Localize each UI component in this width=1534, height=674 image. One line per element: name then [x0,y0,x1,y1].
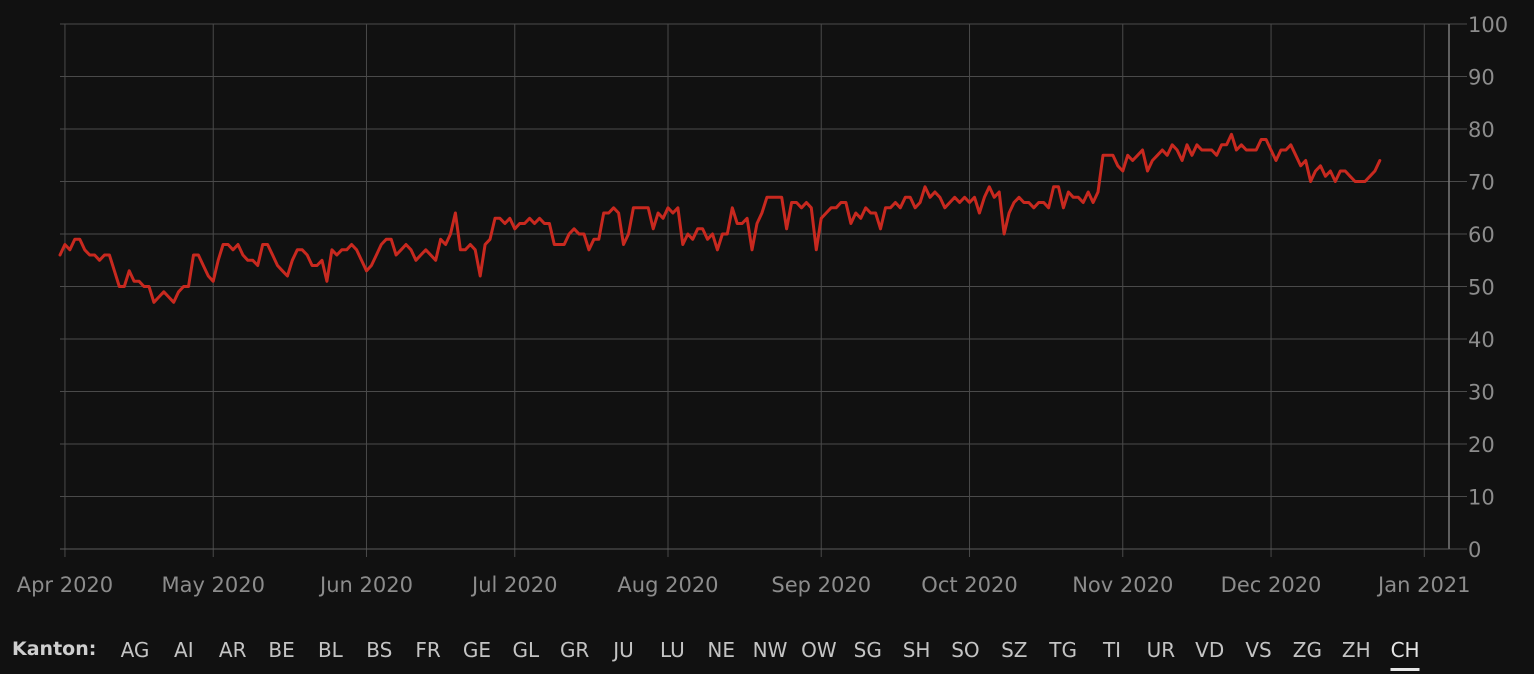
x-tick-label: Nov 2020 [1072,573,1173,597]
y-tick-label: 50 [1468,276,1495,300]
y-tick-label: 60 [1468,223,1495,247]
series [58,132,1382,304]
kanton-option-fr[interactable]: FR [415,638,441,662]
kanton-option-sz[interactable]: SZ [1001,638,1028,662]
kanton-option-ur[interactable]: UR [1146,638,1176,662]
x-tick-label: Dec 2020 [1221,573,1322,597]
x-tick-label: Oct 2020 [921,573,1017,597]
kanton-option-ar[interactable]: AR [218,638,247,662]
x-tick-label: Sep 2020 [771,573,871,597]
kanton-option-vd[interactable]: VD [1195,638,1225,662]
x-tick-label: May 2020 [161,573,265,597]
grid [60,23,1467,557]
kanton-option-sg[interactable]: SG [853,638,882,662]
y-tick-label: 70 [1468,171,1495,195]
line-chart: 0 10 20 30 40 50 60 70 80 90 100 Apr 2020 May 2020 Ju… [17,13,1508,597]
x-tick-label: Jul 2020 [470,573,557,597]
axes: 0 10 20 30 40 50 60 70 80 90 100 Apr 2020 May 2020 Ju… [17,13,1508,597]
y-tick-label: 20 [1468,433,1495,457]
kanton-option-lu[interactable]: LU [659,638,685,662]
y-tick-label: 40 [1468,328,1495,352]
kanton-option-ow[interactable]: OW [801,638,837,662]
kanton-option-ch[interactable]: CH [1390,638,1420,671]
y-tick-label: 100 [1468,13,1508,37]
kanton-label: Kanton: [12,638,97,660]
x-tick-label: Jun 2020 [318,573,413,597]
kanton-option-tg[interactable]: TG [1049,638,1077,662]
kanton-option-zh[interactable]: ZH [1341,638,1371,662]
kanton-option-bl[interactable]: BL [317,638,343,662]
kanton-option-ne[interactable]: NE [707,638,735,662]
y-tick-label: 90 [1468,66,1495,90]
y-tick-label: 80 [1468,118,1495,142]
x-tick-label: Jan 2021 [1376,573,1471,597]
y-tick-label: 30 [1468,381,1495,405]
kanton-option-bs[interactable]: BS [366,638,393,662]
kanton-option-nw[interactable]: NW [752,638,788,662]
kanton-option-gr[interactable]: GR [559,638,590,662]
kanton-option-sh[interactable]: SH [902,638,931,662]
x-tick-label: Apr 2020 [17,573,113,597]
series-line [58,132,1382,304]
kanton-option-vs[interactable]: VS [1245,638,1272,662]
kanton-option-so[interactable]: SO [951,638,980,662]
kanton-option-gl[interactable]: GL [512,638,540,662]
kanton-option-ti[interactable]: TI [1102,638,1122,662]
x-tick-label: Aug 2020 [617,573,718,597]
kanton-option-ag[interactable]: AG [120,638,150,662]
kanton-option-be[interactable]: BE [268,638,295,662]
kanton-selector: Kanton: AG AI AR BE BL BS FR GE GL GR JU LU NE NW OW SG… [0,628,1534,674]
kanton-option-zg[interactable]: ZG [1292,638,1322,662]
kanton-option-ju[interactable]: JU [613,638,634,662]
y-tick-label: 0 [1468,538,1481,562]
kanton-option-ai[interactable]: AI [174,638,194,662]
y-tick-label: 10 [1468,486,1495,510]
kanton-option-ge[interactable]: GE [462,638,492,662]
